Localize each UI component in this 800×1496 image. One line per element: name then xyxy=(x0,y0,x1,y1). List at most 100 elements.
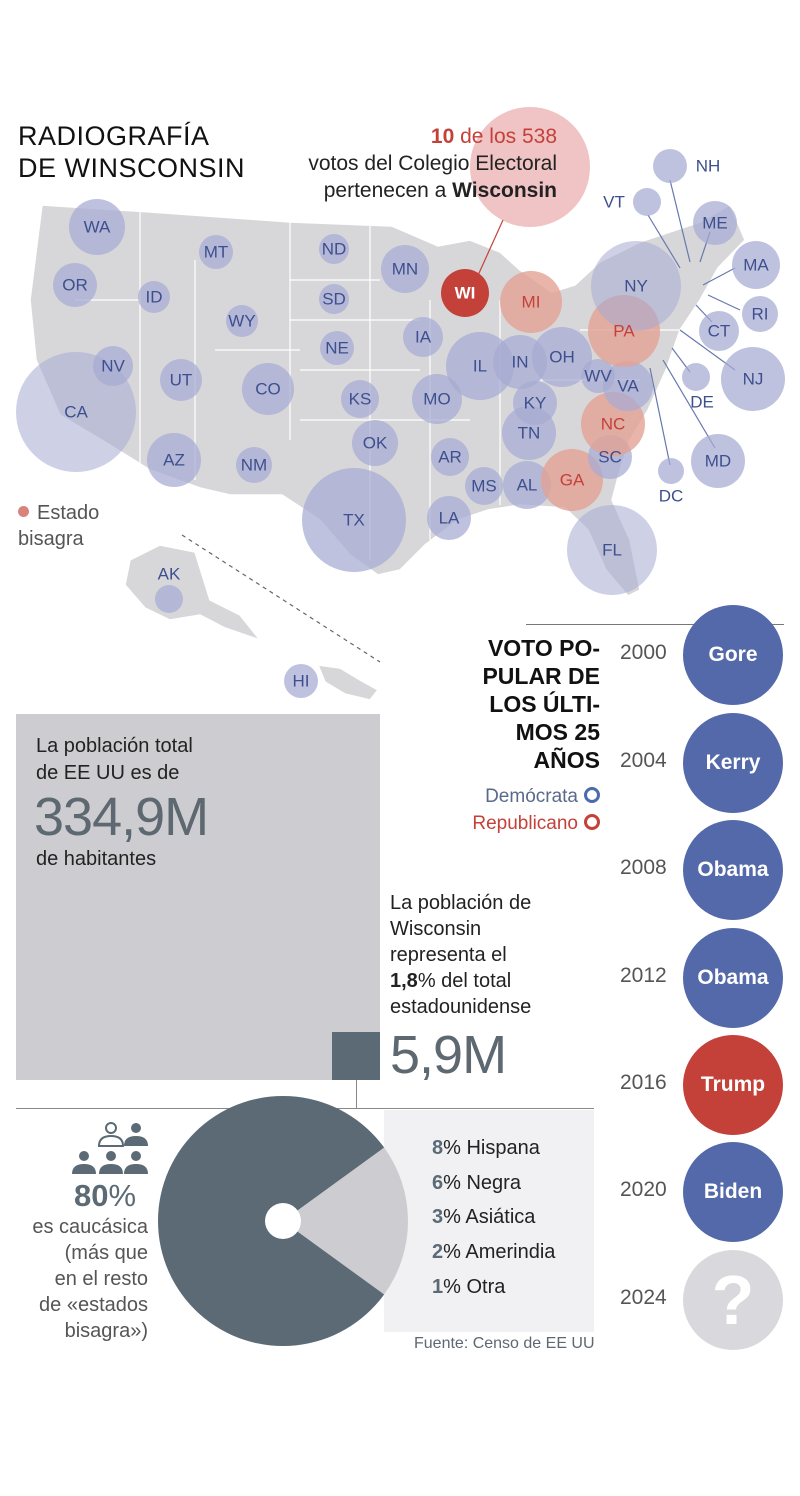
wi-population-text: La población de Wisconsin representa el … xyxy=(390,890,590,1020)
state-label-mt: MT xyxy=(204,243,229,262)
vote-row-2012: 2012 Obama xyxy=(600,928,790,1028)
source-note: Fuente: Censo de EE UU xyxy=(414,1335,595,1352)
vote-title-line: PULAR DE xyxy=(482,663,600,689)
state-label-me: ME xyxy=(702,214,728,233)
ethnicity-other: 1% Otra xyxy=(432,1276,505,1299)
state-bubble-hi xyxy=(284,664,318,698)
connector-line xyxy=(356,1080,357,1108)
ethnicity-label: % Negra xyxy=(443,1172,521,1194)
us-population-unit: de habitantes xyxy=(36,848,157,870)
state-label-ct: CT xyxy=(708,322,731,341)
wi-population-value: 5,9M xyxy=(390,1025,507,1085)
state-bubble-ms xyxy=(465,467,503,505)
caucasian-text-line: en el resto xyxy=(54,1268,148,1290)
state-label-vt: VT xyxy=(603,193,625,212)
ethnicity-label: % Amerindia xyxy=(443,1241,556,1263)
state-label-tn: TN xyxy=(518,424,541,443)
state-label-mo: MO xyxy=(423,390,450,409)
us-map: WA OR CA NV ID MT WY UT AZ CO NM ND SD NE KS OK TX MN IA MO… xyxy=(16,107,785,701)
ethnicity-pct: 2 xyxy=(432,1241,444,1263)
state-label-ne: NE xyxy=(325,339,349,358)
state-bubble-wa xyxy=(69,199,125,255)
vote-winner-circle: Obama xyxy=(683,928,783,1028)
state-label-md: MD xyxy=(705,452,731,471)
state-bubble-ny xyxy=(591,241,681,331)
ethnicity-pct: 8 xyxy=(432,1137,444,1159)
ethnicity-black: 6% Negra xyxy=(432,1172,521,1195)
state-bubble-id xyxy=(138,281,170,313)
swing-legend-line1: Estado xyxy=(37,502,100,524)
wi-population-square xyxy=(332,1032,380,1080)
state-bubble-ga xyxy=(541,449,603,511)
state-label-id: ID xyxy=(146,288,163,307)
state-bubble-ne xyxy=(320,331,354,365)
state-bubble-ia xyxy=(403,317,443,357)
vote-row-2000: 2000 Gore xyxy=(600,605,790,705)
state-label-ky: KY xyxy=(524,394,547,413)
state-bubble-wi xyxy=(441,269,489,317)
caucasian-text: es caucásica (más que en el resto de «es… xyxy=(10,1214,148,1344)
state-bubble-ct xyxy=(699,311,739,351)
pie-center-hole xyxy=(265,1203,301,1239)
state-bubble-ma xyxy=(732,241,780,289)
state-label-ma: MA xyxy=(743,256,769,275)
state-bubble-ak xyxy=(155,585,183,613)
vote-title-line: LOS ÚLTI- xyxy=(489,691,600,717)
title-line-1: RADIOGRAFÍA xyxy=(18,121,210,151)
state-label-la: LA xyxy=(439,509,460,528)
pie-slice-other xyxy=(283,1147,408,1295)
state-label-sd: SD xyxy=(322,290,346,309)
state-bubble-mn xyxy=(381,245,429,293)
ethnicity-label: % Otra xyxy=(443,1276,506,1298)
state-label-al: AL xyxy=(517,476,538,495)
legend-republican-label: Republicano xyxy=(472,813,578,834)
electoral-votes-bubble xyxy=(470,107,590,227)
caucasian-text-line: (más que xyxy=(64,1242,148,1264)
caucasian-text-line: es caucásica xyxy=(32,1216,148,1238)
state-bubble-co xyxy=(242,363,294,415)
state-label-ut: UT xyxy=(170,371,193,390)
state-bubble-md xyxy=(691,434,745,488)
state-bubble-fl xyxy=(567,505,657,595)
state-bubble-tn xyxy=(502,406,556,460)
state-bubble-ut xyxy=(160,359,202,401)
us-population-text: La población total de EE UU es de xyxy=(36,733,193,787)
electoral-votes-text: 10 de los 538 votos del Colegio Electora… xyxy=(308,123,557,204)
vote-unknown-circle: ? xyxy=(683,1250,783,1350)
state-label-ca: CA xyxy=(64,403,88,422)
vote-title-line: VOTO PO- xyxy=(487,635,600,661)
vote-winner-circle: Kerry xyxy=(683,713,783,813)
wi-population-line4: % del total xyxy=(417,970,512,992)
ethnicity-pct: 1 xyxy=(432,1276,444,1298)
state-label-sc: SC xyxy=(598,448,622,467)
ethnicity-label: % Asiática xyxy=(443,1206,536,1228)
state-label-va: VA xyxy=(617,377,639,396)
state-bubble-la xyxy=(427,496,471,540)
state-label-wv: WV xyxy=(584,367,612,386)
state-label-de: DE xyxy=(690,393,714,412)
state-label-ms: MS xyxy=(471,477,497,496)
state-bubble-tx xyxy=(302,468,406,572)
state-bubble-mo xyxy=(412,374,462,424)
state-bubble-mt xyxy=(199,235,233,269)
wi-population-line1: La población de xyxy=(390,892,532,914)
state-label-ia: IA xyxy=(415,328,432,347)
state-label-ny: NY xyxy=(624,277,648,296)
swing-legend-line2: bisagra xyxy=(18,528,84,550)
state-label-dc: DC xyxy=(659,487,684,506)
state-bubble-de xyxy=(682,363,710,391)
vote-winner-circle: Biden xyxy=(683,1142,783,1242)
state-label-in: IN xyxy=(512,353,529,372)
state-bubble-me xyxy=(693,201,737,245)
state-label-or: OR xyxy=(62,276,88,295)
state-bubble-wv xyxy=(581,359,615,393)
vote-year: 2024 xyxy=(620,1286,667,1309)
state-label-tx: TX xyxy=(343,511,365,530)
state-label-nh: NH xyxy=(696,157,721,176)
state-label-ga: GA xyxy=(560,471,585,490)
state-bubble-ar xyxy=(431,438,469,476)
state-label-nc: NC xyxy=(601,415,626,434)
people-icon xyxy=(72,1122,148,1174)
state-label-ri: RI xyxy=(752,305,769,324)
state-label-nd: ND xyxy=(322,240,347,259)
